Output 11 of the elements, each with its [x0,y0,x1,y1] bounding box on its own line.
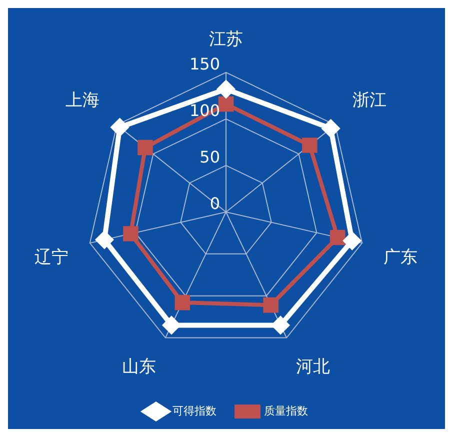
spoke-label: 上海 [66,90,100,110]
spoke-label: 江苏 [209,30,243,50]
spoke-label: 浙江 [352,90,386,110]
spoke-label: 山东 [122,357,156,378]
legend-label: 可得指数 [172,404,216,418]
legend-label: 质量指数 [264,404,308,418]
spoke-label: 广东 [384,248,418,268]
spoke-label: 河北 [296,357,330,378]
y-tick-label: 150 [189,54,220,74]
spoke-label: 辽宁 [34,248,68,268]
y-tick-label: 50 [200,148,220,167]
